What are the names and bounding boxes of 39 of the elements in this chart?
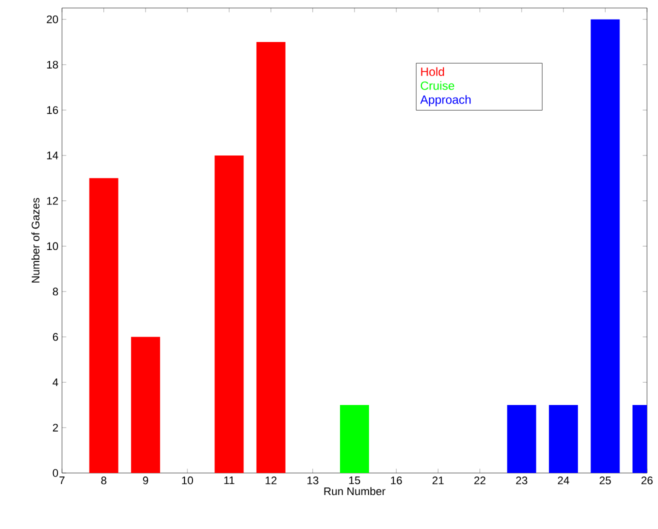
text: Cruise	[420, 81, 454, 90]
x-tick-label: 12	[266, 476, 276, 484]
x-tick-label: 7	[60, 476, 64, 484]
y-tick-label: 8	[52, 288, 58, 296]
y-tick-label: 20	[46, 15, 58, 24]
bar	[507, 404, 536, 473]
x-tick-label: 11	[224, 476, 234, 484]
y-tick-label: 6	[52, 333, 58, 341]
y-tick-label: 4	[52, 378, 58, 386]
bar	[548, 404, 578, 473]
bar	[89, 178, 118, 473]
y-tick-label: 10	[47, 242, 58, 250]
y-tick-label: 12	[47, 196, 58, 205]
x-tick-label: 21	[432, 476, 444, 484]
x-tick-label: 13	[307, 476, 318, 484]
x-tick-label: 9	[143, 476, 148, 484]
x-tick-label: 15	[349, 476, 360, 484]
x-tick-label: 16	[391, 476, 402, 484]
y-tick-label: 2	[52, 424, 58, 432]
bar	[131, 336, 160, 473]
x-tick-label: 22	[474, 476, 486, 484]
bar	[340, 404, 370, 473]
y-tick-label: 18	[47, 60, 58, 69]
x-tick-label: 26	[641, 476, 653, 484]
x-tick-label: 8	[101, 476, 106, 484]
text: Approach	[420, 95, 471, 106]
text: Hold	[421, 67, 444, 76]
bar	[214, 155, 244, 473]
bar	[590, 19, 620, 473]
x-tick-label: 10	[182, 476, 194, 484]
y-tick-label: 14	[47, 152, 58, 160]
y-axis-title: Number of Gazes	[31, 198, 40, 283]
x-tick-label: 23	[516, 476, 528, 484]
y-tick-label: 16	[47, 106, 58, 114]
x-tick-label: 24	[558, 476, 570, 484]
x-tick-label: 25	[600, 476, 611, 484]
x-axis-title: Run Number	[324, 487, 386, 496]
bar	[256, 42, 286, 473]
y-tick-label: 0	[52, 469, 58, 477]
